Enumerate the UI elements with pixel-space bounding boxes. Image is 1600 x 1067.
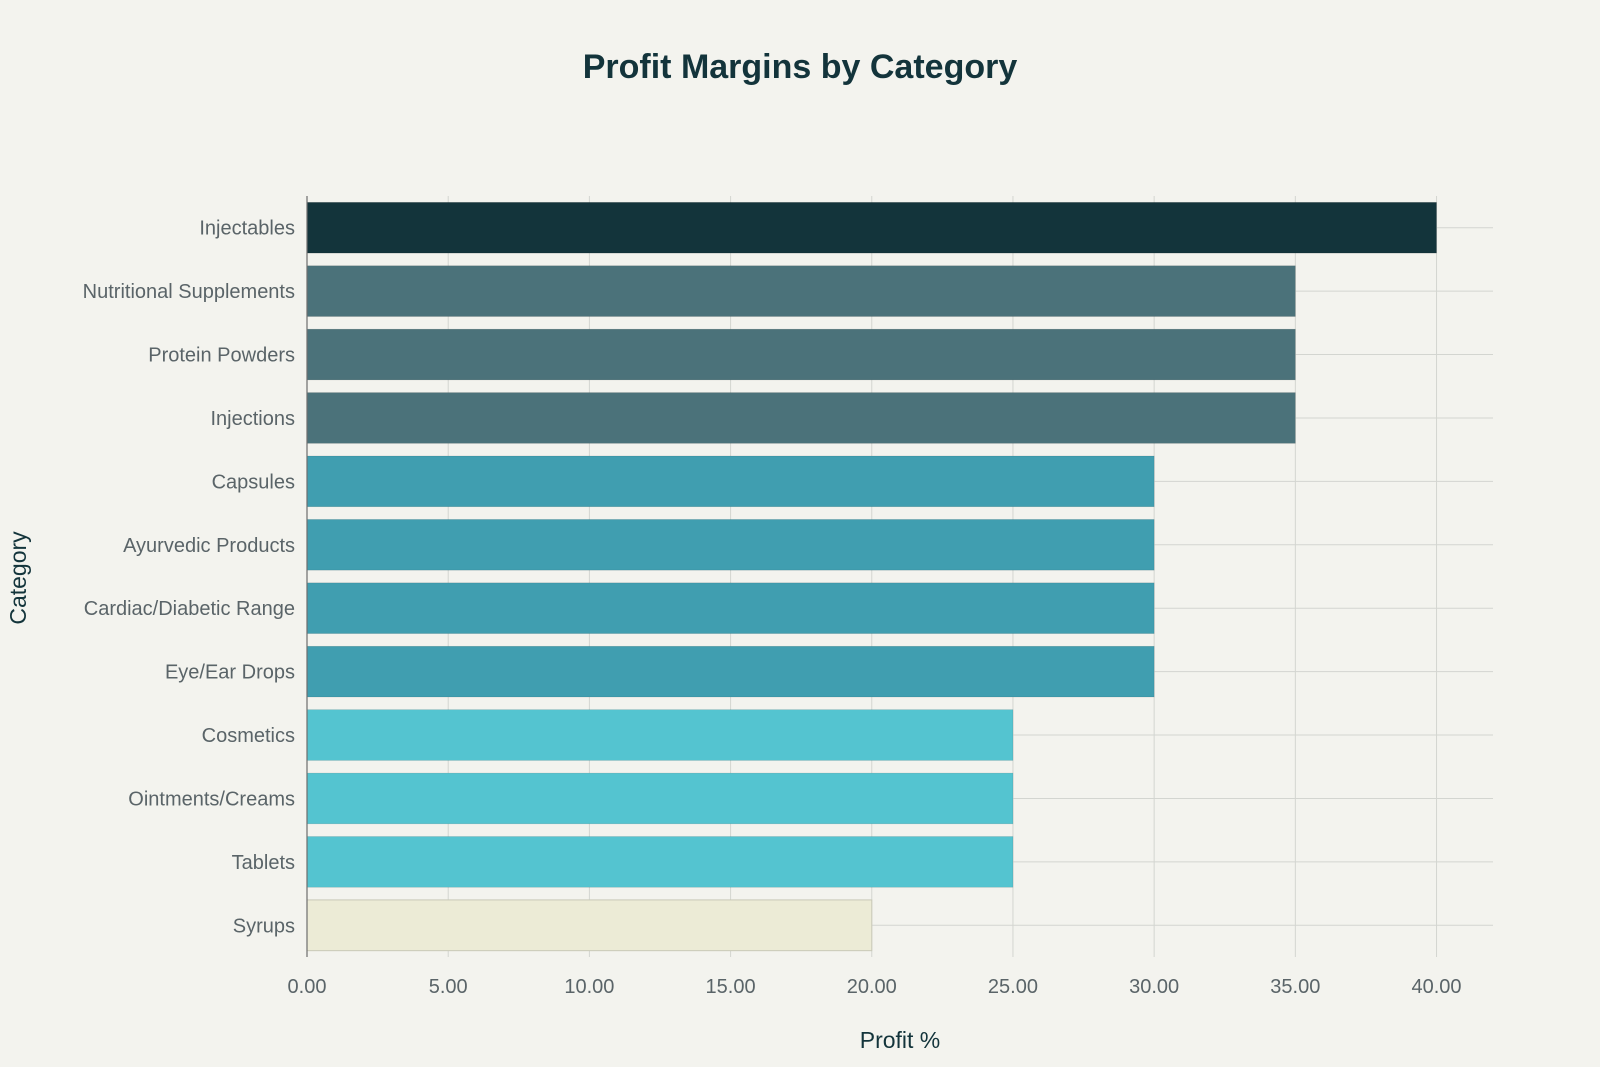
bar-tablets: [306, 836, 1014, 888]
bar-injections: [306, 392, 1296, 444]
x-tick-label: 10.00: [564, 976, 614, 998]
category-label: Eye/Ear Drops: [165, 662, 295, 684]
x-tick-label: 15.00: [706, 976, 756, 998]
bar-ayurvedic-products: [306, 519, 1155, 571]
category-label: Cardiac/Diabetic Range: [84, 598, 295, 620]
x-axis-title: Profit %: [860, 1027, 941, 1053]
category-label: Capsules: [212, 471, 295, 493]
bar-capsules: [306, 455, 1155, 508]
x-tick-label: 35.00: [1270, 976, 1320, 998]
bar-protein-powders: [306, 328, 1296, 381]
category-label: Cosmetics: [202, 725, 295, 747]
x-tick-label: 5.00: [429, 976, 468, 998]
category-label: Ayurvedic Products: [123, 535, 295, 557]
category-label: Nutritional Supplements: [83, 281, 295, 303]
bar-eye-ear-drops: [306, 645, 1155, 698]
x-tick-label: 0.00: [288, 976, 327, 998]
category-label: Tablets: [232, 852, 295, 874]
category-label: Injectables: [199, 218, 295, 240]
category-labels: Injectables Nutritional Supplements Protei…: [83, 218, 295, 938]
bar-ointments-creams: [306, 772, 1014, 825]
bar-injectables: [306, 202, 1437, 254]
category-label: Injections: [211, 408, 296, 430]
bar-syrups: [306, 899, 873, 952]
x-tick-label: 25.00: [988, 976, 1038, 998]
category-label: Ointments/Creams: [128, 788, 295, 810]
category-label: Protein Powders: [148, 345, 295, 367]
bar-cosmetics: [306, 709, 1014, 761]
bar-nutritional-supplements: [306, 265, 1296, 317]
y-axis-title: Category: [5, 531, 31, 625]
chart-title: Profit Margins by Category: [583, 48, 1018, 86]
category-label: Syrups: [233, 915, 295, 937]
x-tick-label: 40.00: [1411, 976, 1461, 998]
bar-cardiac-diabetic-range: [306, 582, 1155, 634]
x-tick-label: 30.00: [1129, 976, 1179, 998]
bar-layer: [306, 202, 1437, 952]
x-tick-labels: 0.00 5.00 10.00 15.00 20.00 25.00 30.00 35.00 40…: [288, 976, 1462, 998]
x-tick-label: 20.00: [847, 976, 897, 998]
